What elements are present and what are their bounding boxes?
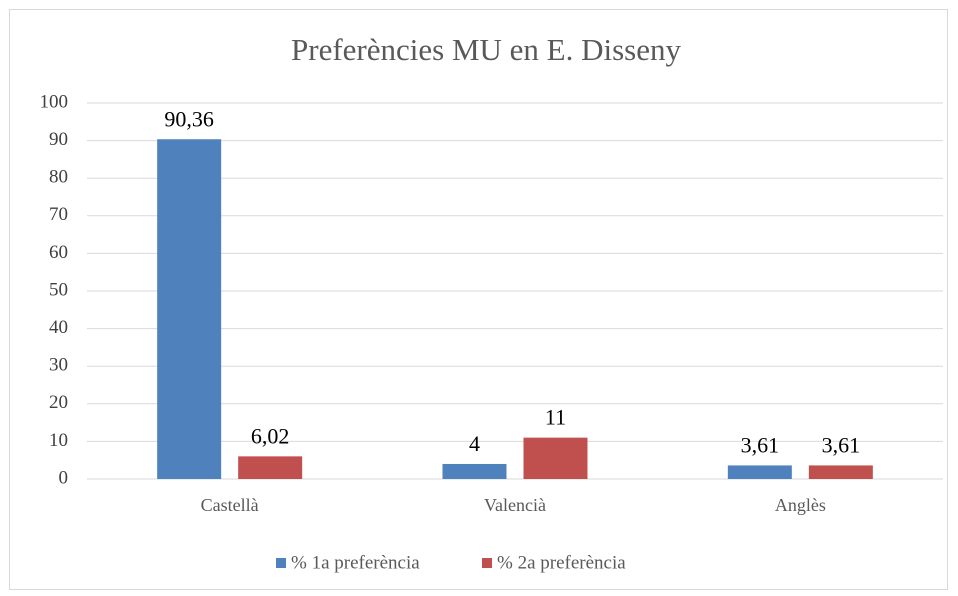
bar bbox=[808, 465, 873, 479]
x-tick-label: Valencià bbox=[484, 495, 546, 515]
x-tick-label: Castellà bbox=[201, 495, 259, 515]
legend-label: % 2a preferència bbox=[497, 552, 626, 573]
y-tick-label: 0 bbox=[59, 467, 69, 488]
bar bbox=[442, 463, 507, 479]
data-label: 4 bbox=[469, 431, 480, 456]
data-label: 90,36 bbox=[164, 106, 214, 131]
chart-title: Preferències MU en E. Disseny bbox=[291, 32, 681, 67]
bar bbox=[727, 465, 792, 479]
y-tick-label: 90 bbox=[49, 129, 68, 150]
y-tick-label: 80 bbox=[49, 167, 68, 188]
y-tick-label: 50 bbox=[49, 279, 68, 300]
legend-swatch bbox=[482, 558, 492, 568]
data-label: 6,02 bbox=[251, 423, 290, 448]
bar bbox=[523, 437, 588, 479]
x-tick-label: Anglès bbox=[775, 495, 826, 515]
y-tick-label: 70 bbox=[49, 204, 68, 225]
data-label: 3,61 bbox=[822, 432, 861, 457]
y-tick-label: 60 bbox=[49, 242, 68, 263]
data-label: 3,61 bbox=[741, 432, 780, 457]
legend-swatch bbox=[276, 558, 286, 568]
y-tick-label: 20 bbox=[49, 392, 68, 413]
y-tick-label: 10 bbox=[49, 430, 68, 451]
bar bbox=[157, 139, 222, 479]
data-label: 11 bbox=[545, 405, 566, 430]
legend-label: % 1a preferència bbox=[291, 552, 420, 573]
y-tick-label: 30 bbox=[49, 355, 68, 376]
y-tick-label: 100 bbox=[40, 91, 69, 112]
bar bbox=[238, 456, 303, 479]
y-tick-label: 40 bbox=[49, 317, 68, 338]
